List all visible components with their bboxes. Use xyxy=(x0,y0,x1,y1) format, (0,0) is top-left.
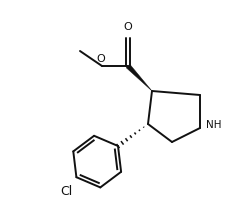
Polygon shape xyxy=(126,64,152,91)
Text: O: O xyxy=(97,54,105,64)
Text: O: O xyxy=(124,22,132,32)
Text: Cl: Cl xyxy=(60,185,73,198)
Text: NH: NH xyxy=(206,120,222,130)
